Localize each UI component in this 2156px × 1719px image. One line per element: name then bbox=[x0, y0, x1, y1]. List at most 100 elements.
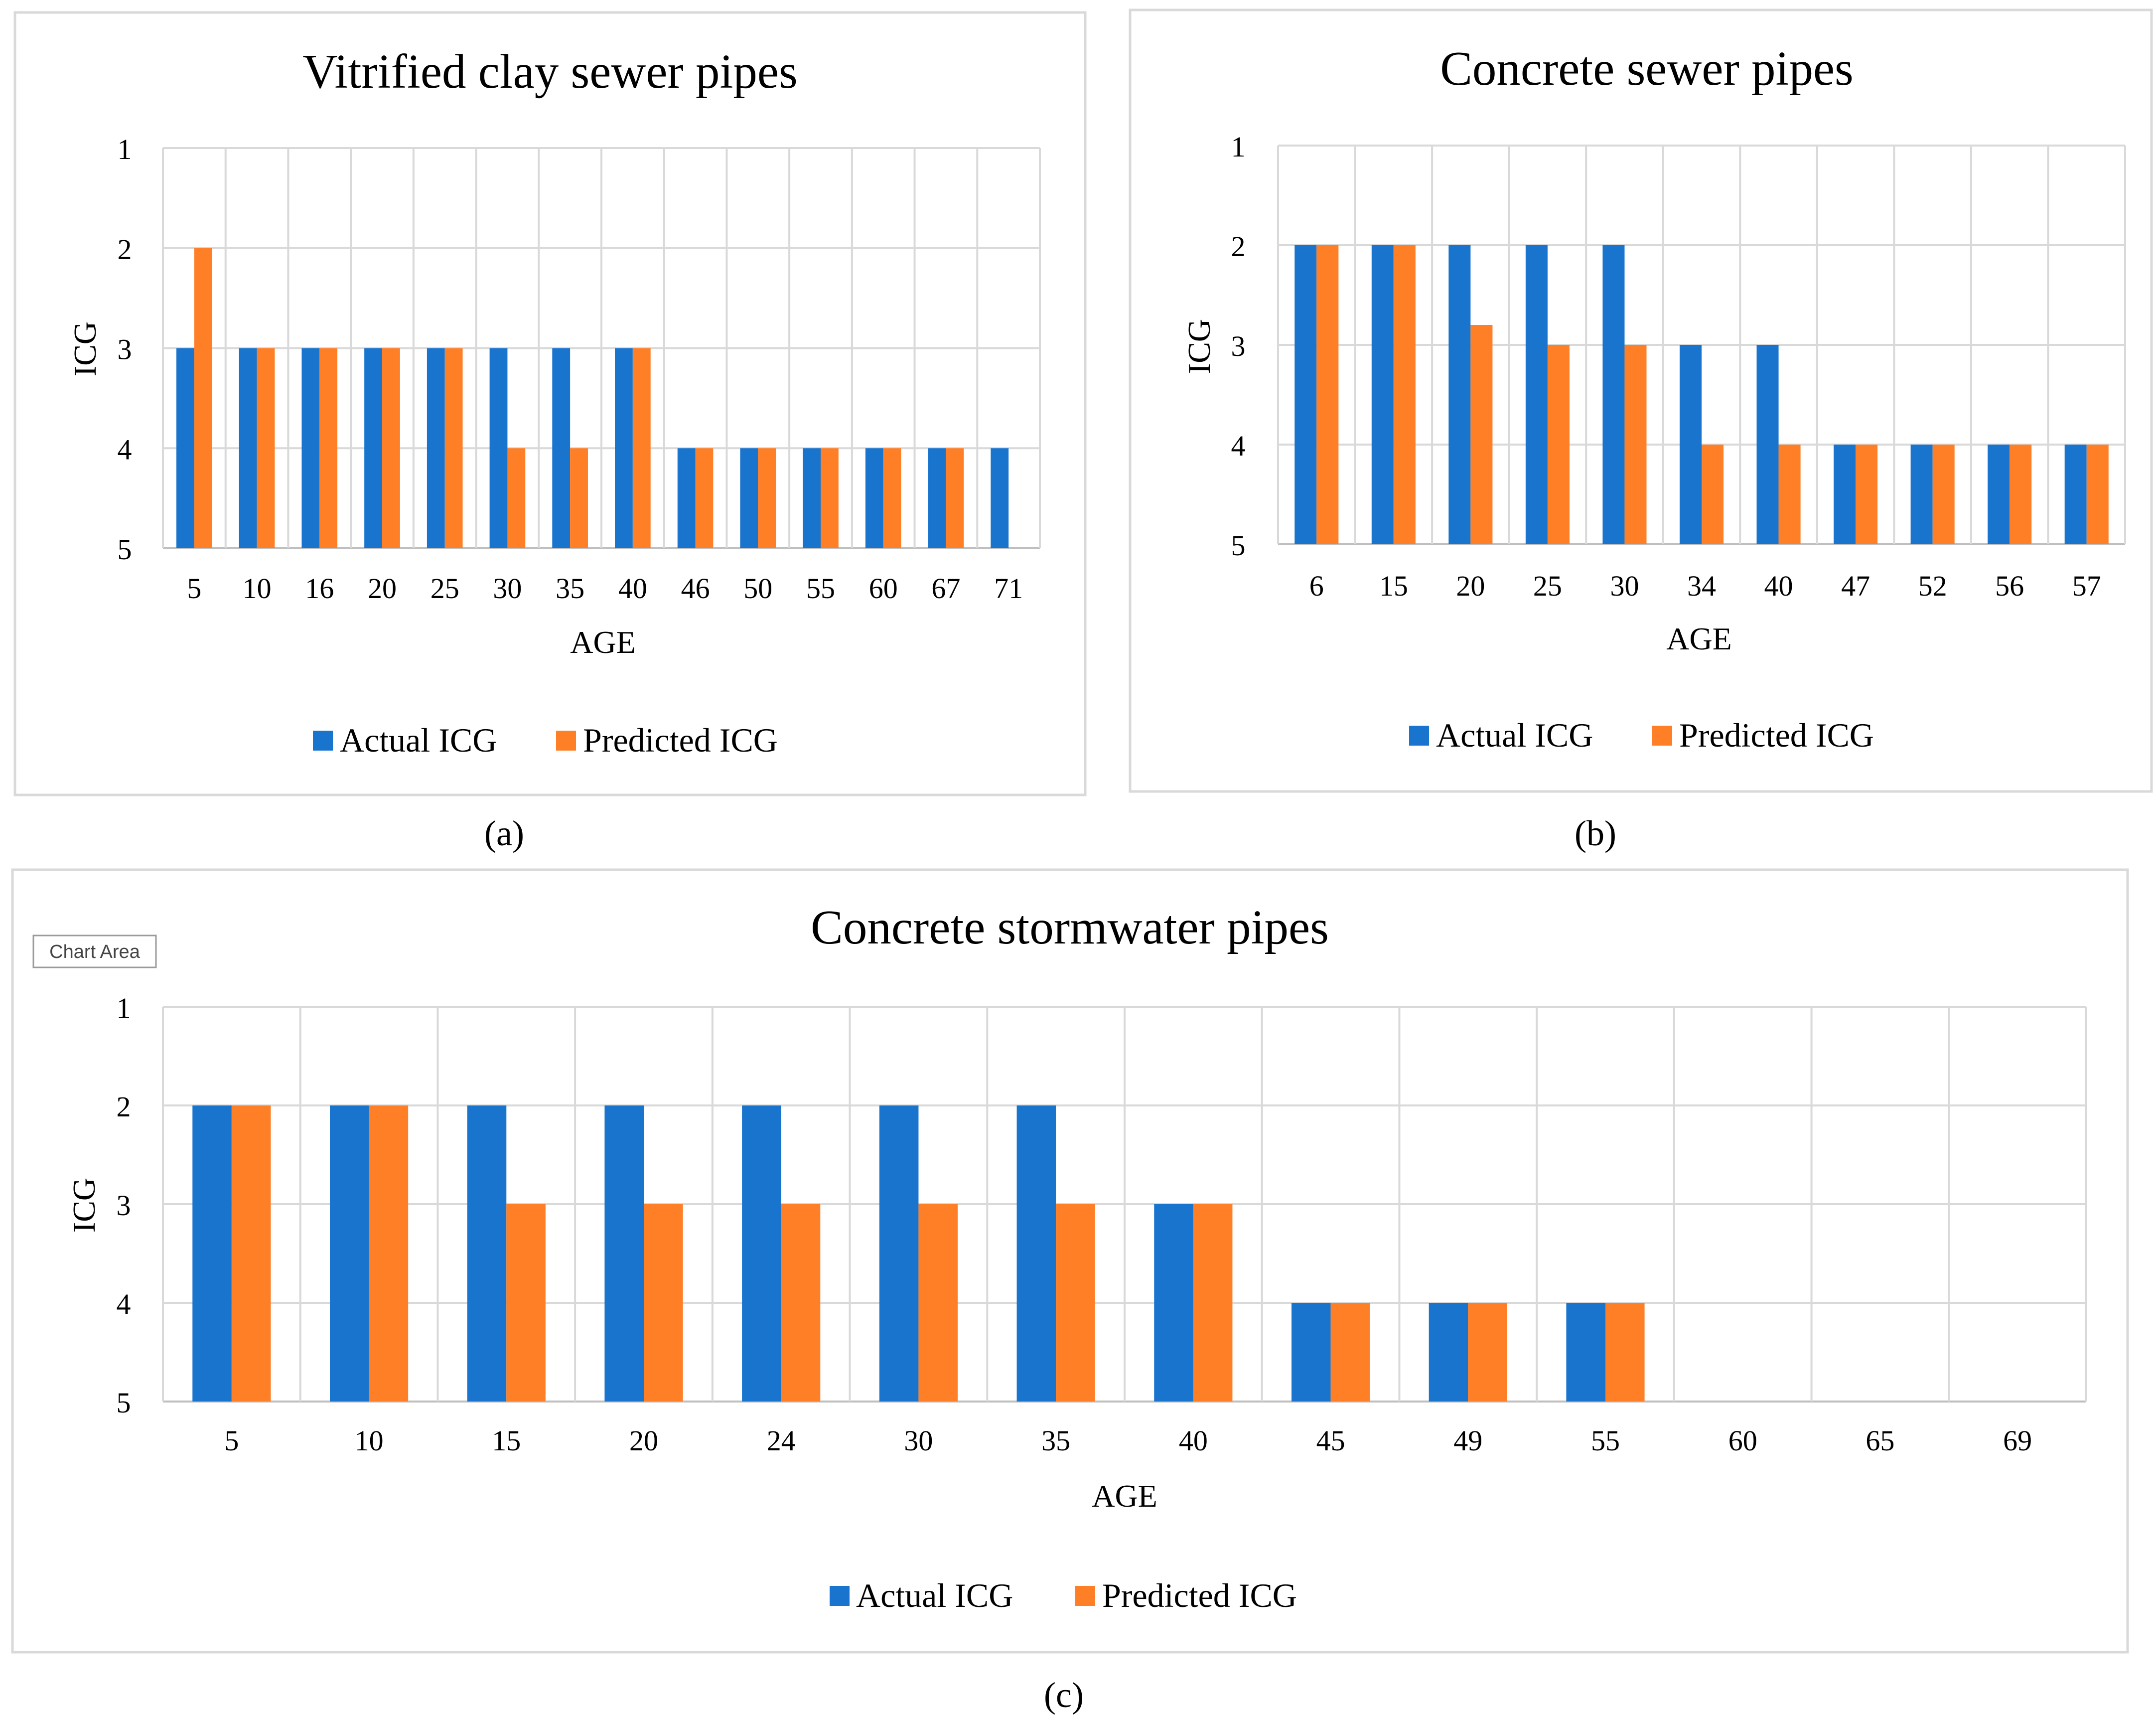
bar-actual-icg[interactable] bbox=[1988, 445, 2010, 544]
bar-actual-icg[interactable] bbox=[1448, 245, 1471, 544]
bar-predicted-icg[interactable] bbox=[1932, 445, 1955, 544]
bar-actual-icg[interactable] bbox=[1154, 1204, 1193, 1402]
legend-swatch-predicted bbox=[1652, 726, 1672, 746]
bar-actual-icg[interactable] bbox=[865, 448, 883, 548]
legend: Actual ICG Predicted ICG bbox=[830, 1576, 1297, 1614]
bar-actual-icg[interactable] bbox=[301, 348, 320, 549]
x-tick-label: 56 bbox=[1995, 570, 2024, 602]
bar-actual-icg[interactable] bbox=[1756, 345, 1779, 544]
bar-predicted-icg[interactable] bbox=[1856, 445, 1878, 544]
x-tick-label: 16 bbox=[305, 572, 334, 605]
bar-actual-icg[interactable] bbox=[1429, 1303, 1468, 1402]
bar-actual-icg[interactable] bbox=[991, 448, 1009, 548]
chart-vitrified-clay[interactable]: Vitrified clay sewer pipes 1 2 3 4 5 5 10 16 20… bbox=[13, 11, 1087, 796]
y-tick-label: 1 bbox=[1231, 131, 1246, 163]
bar-predicted-icg[interactable] bbox=[507, 448, 526, 548]
bar-actual-icg[interactable] bbox=[1834, 445, 1856, 544]
x-tick-label: 35 bbox=[1041, 1424, 1070, 1457]
bar-actual-icg[interactable] bbox=[1294, 245, 1317, 544]
bar-predicted-icg[interactable] bbox=[918, 1204, 958, 1402]
bar-predicted-icg[interactable] bbox=[695, 448, 714, 548]
bar-predicted-icg[interactable] bbox=[369, 1105, 409, 1402]
x-axis-label: AGE bbox=[570, 625, 636, 660]
bar-predicted-icg[interactable] bbox=[2086, 445, 2109, 544]
bar-predicted-icg[interactable] bbox=[644, 1204, 683, 1402]
bar-actual-icg[interactable] bbox=[552, 348, 571, 549]
bar-actual-icg[interactable] bbox=[742, 1105, 781, 1402]
bar-actual-icg[interactable] bbox=[1602, 245, 1625, 544]
bar-actual-icg[interactable] bbox=[1566, 1303, 1605, 1402]
bar-actual-icg[interactable] bbox=[677, 448, 696, 548]
bar-actual-icg[interactable] bbox=[192, 1105, 232, 1402]
bar-predicted-icg[interactable] bbox=[506, 1204, 546, 1402]
x-tick-label: 71 bbox=[994, 572, 1023, 605]
legend-label-actual: Actual ICG bbox=[1436, 716, 1593, 754]
bar-predicted-icg[interactable] bbox=[319, 348, 338, 549]
bar-predicted-icg[interactable] bbox=[781, 1204, 821, 1402]
bar-actual-icg[interactable] bbox=[467, 1105, 507, 1402]
bar-predicted-icg[interactable] bbox=[1193, 1204, 1233, 1402]
bar-actual-icg[interactable] bbox=[364, 348, 382, 549]
bar-actual-icg[interactable] bbox=[427, 348, 445, 549]
chart-area-frame[interactable] bbox=[13, 11, 1087, 796]
legend-swatch-actual bbox=[830, 1586, 850, 1606]
bar-predicted-icg[interactable] bbox=[1330, 1303, 1370, 1402]
caption-c: (c) bbox=[1044, 1675, 1084, 1715]
bar-actual-icg[interactable] bbox=[740, 448, 758, 548]
y-tick-label: 5 bbox=[117, 1387, 131, 1419]
x-tick-label: 49 bbox=[1453, 1424, 1482, 1457]
bar-actual-icg[interactable] bbox=[1679, 345, 1702, 544]
bar-actual-icg[interactable] bbox=[615, 348, 633, 549]
bar-actual-icg[interactable] bbox=[1525, 245, 1548, 544]
bar-predicted-icg[interactable] bbox=[1316, 245, 1339, 544]
bar-predicted-icg[interactable] bbox=[1468, 1303, 1507, 1402]
bar-predicted-icg[interactable] bbox=[570, 448, 588, 548]
x-tick-label: 50 bbox=[743, 572, 772, 605]
bar-predicted-icg[interactable] bbox=[2010, 445, 2032, 544]
x-axis-label: AGE bbox=[1666, 621, 1732, 656]
bar-predicted-icg[interactable] bbox=[1056, 1204, 1095, 1402]
bar-actual-icg[interactable] bbox=[329, 1105, 369, 1402]
bar-predicted-icg[interactable] bbox=[1702, 445, 1724, 544]
bar-actual-icg[interactable] bbox=[489, 348, 508, 549]
bar-predicted-icg[interactable] bbox=[1605, 1303, 1645, 1402]
y-tick-labels: 1 2 3 4 5 bbox=[1231, 131, 1246, 562]
bar-actual-icg[interactable] bbox=[928, 448, 946, 548]
y-tick-label: 3 bbox=[118, 333, 132, 366]
bar-actual-icg[interactable] bbox=[1371, 245, 1394, 544]
chart-title: Vitrified clay sewer pipes bbox=[302, 45, 797, 98]
bar-actual-icg[interactable] bbox=[803, 448, 821, 548]
y-tick-label: 5 bbox=[1231, 529, 1246, 562]
bar-predicted-icg[interactable] bbox=[946, 448, 964, 548]
bar-predicted-icg[interactable] bbox=[1624, 345, 1647, 544]
x-tick-labels: 5 10 16 20 25 30 35 40 46 50 55 60 67 71 bbox=[187, 572, 1023, 605]
bar-actual-icg[interactable] bbox=[604, 1105, 644, 1402]
x-tick-label: 40 bbox=[1764, 570, 1793, 602]
bar-predicted-icg[interactable] bbox=[1778, 445, 1801, 544]
bar-actual-icg[interactable] bbox=[879, 1105, 919, 1402]
x-tick-label: 52 bbox=[1918, 570, 1947, 602]
bar-actual-icg[interactable] bbox=[176, 348, 194, 549]
bar-actual-icg[interactable] bbox=[239, 348, 257, 549]
bar-predicted-icg[interactable] bbox=[1470, 325, 1493, 544]
bar-actual-icg[interactable] bbox=[1910, 445, 1933, 544]
bar-actual-icg[interactable] bbox=[2064, 445, 2087, 544]
bar-predicted-icg[interactable] bbox=[632, 348, 651, 549]
caption-a: (a) bbox=[484, 813, 524, 853]
bar-predicted-icg[interactable] bbox=[1547, 345, 1570, 544]
bar-predicted-icg[interactable] bbox=[1393, 245, 1416, 544]
x-tick-label: 55 bbox=[1591, 1424, 1620, 1457]
bar-predicted-icg[interactable] bbox=[231, 1105, 271, 1402]
bar-predicted-icg[interactable] bbox=[883, 448, 901, 548]
bar-predicted-icg[interactable] bbox=[257, 348, 275, 549]
bar-predicted-icg[interactable] bbox=[821, 448, 839, 548]
bar-predicted-icg[interactable] bbox=[194, 248, 212, 548]
bar-predicted-icg[interactable] bbox=[444, 348, 463, 549]
y-tick-label: 2 bbox=[1231, 230, 1246, 263]
bar-actual-icg[interactable] bbox=[1016, 1105, 1056, 1402]
bar-actual-icg[interactable] bbox=[1291, 1303, 1331, 1402]
bar-predicted-icg[interactable] bbox=[382, 348, 400, 549]
bar-predicted-icg[interactable] bbox=[758, 448, 776, 548]
